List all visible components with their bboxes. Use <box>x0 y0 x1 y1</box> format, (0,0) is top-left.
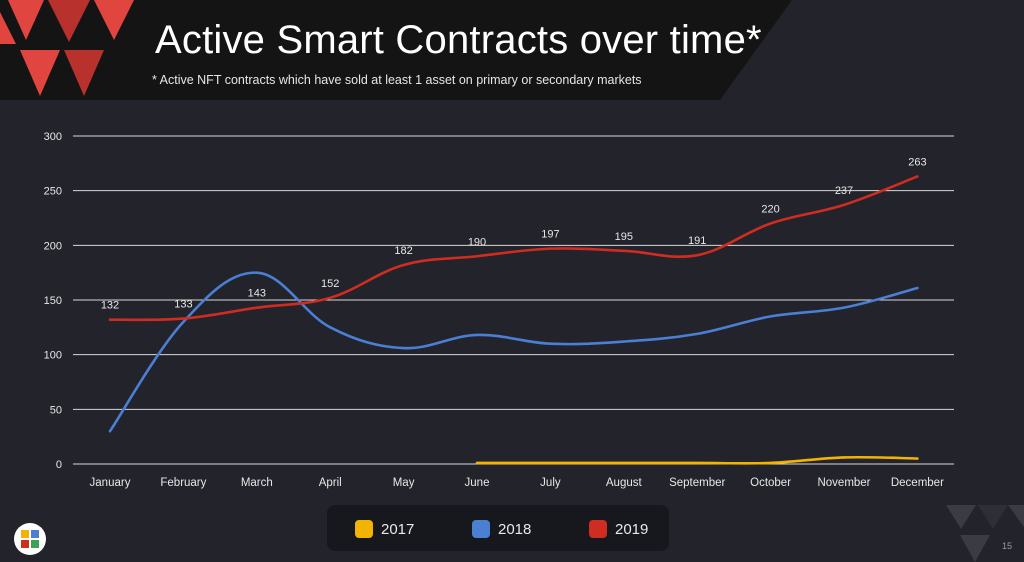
x-tick-label: May <box>393 477 415 489</box>
legend-label: 2017 <box>381 520 415 538</box>
series-line-2017 <box>475 455 919 465</box>
title-banner <box>0 0 792 100</box>
x-tick-label: August <box>606 477 643 489</box>
app-badge-icon <box>14 523 46 555</box>
data-label: 191 <box>688 235 706 247</box>
legend-swatch <box>355 520 373 538</box>
series-line-2019 <box>108 175 919 322</box>
data-label: 152 <box>321 278 339 290</box>
data-label: 182 <box>394 245 412 257</box>
series-line-2018 <box>108 271 919 433</box>
slide-subtitle: * Active NFT contracts which have sold a… <box>152 73 642 87</box>
x-tick-label: January <box>90 477 131 489</box>
data-label: 220 <box>761 203 779 215</box>
slide-title: Active Smart Contracts over time* <box>155 18 762 62</box>
x-tick-label: October <box>750 477 791 489</box>
logo-triangle <box>0 12 16 44</box>
legend-item-2017: 2017 <box>355 519 414 539</box>
chart-legend: 2017 2018 2019 <box>327 505 669 551</box>
line-chart: 0 50 100 150 200 250 300 132 133 143 152 182 190 197… <box>44 131 954 489</box>
x-tick-label: April <box>319 477 342 489</box>
page-number: 15 <box>1002 541 1013 551</box>
legend-label: 2018 <box>498 520 532 538</box>
y-tick-label: 0 <box>56 459 62 471</box>
x-tick-label: December <box>891 477 944 489</box>
corner-triangle-logo-icon <box>946 505 1024 562</box>
logo-triangle <box>48 0 90 42</box>
y-tick-label: 250 <box>44 186 62 198</box>
y-tick-label: 100 <box>44 350 62 362</box>
x-tick-label: March <box>241 477 273 489</box>
banner-background <box>0 0 792 100</box>
y-tick-label: 300 <box>44 131 62 143</box>
legend-item-2018: 2018 <box>472 519 531 539</box>
data-label: 195 <box>615 231 633 243</box>
legend-swatch <box>589 520 607 538</box>
triangle-logo-icon <box>0 0 134 96</box>
legend-item-2019: 2019 <box>589 519 648 539</box>
logo-triangle <box>64 50 104 96</box>
x-tick-label: July <box>540 477 561 489</box>
x-tick-label: June <box>465 477 490 489</box>
data-label: 143 <box>248 288 266 300</box>
data-label: 263 <box>908 156 926 168</box>
y-tick-label: 150 <box>44 295 62 307</box>
data-label: 237 <box>835 185 853 197</box>
logo-triangle <box>20 50 60 96</box>
data-label: 132 <box>101 300 119 312</box>
x-tick-label: February <box>160 477 206 489</box>
data-label: 190 <box>468 236 486 248</box>
x-tick-label: September <box>669 477 725 489</box>
logo-triangle <box>8 0 44 40</box>
legend-swatch <box>472 520 490 538</box>
data-label: 197 <box>541 229 559 241</box>
y-tick-label: 200 <box>44 240 62 252</box>
legend-label: 2019 <box>615 520 649 538</box>
data-label: 133 <box>174 299 192 311</box>
logo-triangle <box>94 0 134 40</box>
y-tick-label: 50 <box>50 404 62 416</box>
x-tick-label: November <box>817 477 870 489</box>
